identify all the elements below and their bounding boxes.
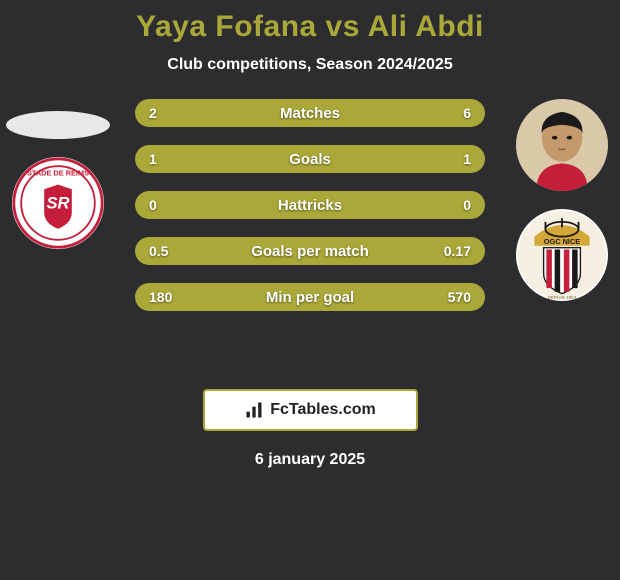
- source-badge[interactable]: FcTables.com: [203, 389, 418, 431]
- player-right-club-badge: OGC NICE DEPUIS 1904: [516, 209, 608, 301]
- svg-text:SR: SR: [47, 194, 70, 213]
- stat-label: Goals: [135, 151, 485, 168]
- player-left-avatar-placeholder: [6, 111, 110, 139]
- stat-bar: 180 Min per goal 570: [135, 283, 485, 311]
- stat-label: Hattricks: [135, 197, 485, 214]
- player-right-headshot-icon: [516, 99, 608, 191]
- stat-left-value: 1: [149, 151, 157, 167]
- stat-label: Matches: [135, 105, 485, 122]
- stat-right-value: 1: [463, 151, 471, 167]
- source-badge-text: FcTables.com: [270, 401, 376, 419]
- stat-label: Goals per match: [135, 243, 485, 260]
- svg-text:STADE DE REIMS: STADE DE REIMS: [27, 168, 89, 177]
- stat-bar: 0 Hattricks 0: [135, 191, 485, 219]
- stat-right-value: 0.17: [444, 243, 471, 259]
- stat-right-value: 0: [463, 197, 471, 213]
- svg-text:DEPUIS 1904: DEPUIS 1904: [548, 295, 577, 300]
- svg-text:OGC NICE: OGC NICE: [544, 237, 580, 246]
- stat-bars: 2 Matches 6 1 Goals 1 0 Hattricks 0 0.5 …: [135, 99, 485, 311]
- stat-left-value: 2: [149, 105, 157, 121]
- player-left-column: STADE DE REIMS SR: [8, 99, 108, 249]
- subtitle: Club competitions, Season 2024/2025: [0, 56, 620, 74]
- stat-label: Min per goal: [135, 289, 485, 306]
- bar-chart-icon: [244, 400, 264, 420]
- stat-left-value: 0: [149, 197, 157, 213]
- reims-badge-icon: STADE DE REIMS SR: [12, 157, 104, 249]
- player-left-club-badge: STADE DE REIMS SR: [12, 157, 104, 249]
- player-right-avatar: [516, 99, 608, 191]
- stat-left-value: 0.5: [149, 243, 168, 259]
- stat-bar: 1 Goals 1: [135, 145, 485, 173]
- page-title: Yaya Fofana vs Ali Abdi: [0, 10, 620, 44]
- comparison-area: STADE DE REIMS SR: [0, 99, 620, 359]
- stat-bar: 0.5 Goals per match 0.17: [135, 237, 485, 265]
- player-right-column: OGC NICE DEPUIS 1904: [512, 99, 612, 301]
- stat-right-value: 570: [448, 289, 471, 305]
- comparison-card: Yaya Fofana vs Ali Abdi Club competition…: [0, 0, 620, 469]
- stat-bar: 2 Matches 6: [135, 99, 485, 127]
- stat-left-value: 180: [149, 289, 172, 305]
- stat-right-value: 6: [463, 105, 471, 121]
- snapshot-date: 6 january 2025: [0, 451, 620, 469]
- nice-badge-icon: OGC NICE DEPUIS 1904: [516, 209, 608, 301]
